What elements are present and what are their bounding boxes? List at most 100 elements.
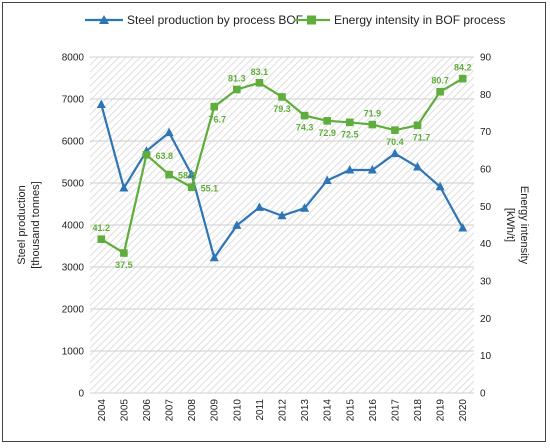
energy-point bbox=[345, 118, 354, 127]
legend-square-marker-icon bbox=[307, 15, 316, 25]
x-tick-label: 2005 bbox=[119, 399, 130, 422]
energy-data-label: 81.3 bbox=[228, 73, 246, 83]
energy-data-label: 84.2 bbox=[454, 63, 472, 73]
right-tick-label: 10 bbox=[480, 351, 492, 362]
right-axis-title: Energy intensity [kWh/t] bbox=[504, 186, 530, 265]
energy-data-label: 37.5 bbox=[115, 260, 133, 270]
legend: Steel production by process BOF Energy i… bbox=[85, 13, 505, 27]
steel-point bbox=[277, 210, 287, 220]
steel-point bbox=[390, 148, 400, 158]
left-tick-label: 0 bbox=[78, 389, 84, 400]
right-tick-label: 60 bbox=[480, 165, 492, 176]
steel-point bbox=[367, 164, 377, 174]
energy-point bbox=[187, 183, 196, 192]
energy-point bbox=[278, 93, 286, 101]
energy-point bbox=[233, 85, 241, 94]
legend-triangle-marker-icon bbox=[99, 15, 109, 24]
x-axis-ticks: 2004 2005 2006 2007 2008 2009 2010 2011 2012 2013… bbox=[97, 399, 469, 422]
right-tick-label: 30 bbox=[480, 277, 492, 288]
legend-item-steel-production: Steel production by process BOF bbox=[85, 13, 303, 27]
energy-data-label: 72.9 bbox=[318, 128, 336, 138]
left-axis-title-line1: Steel production bbox=[16, 185, 28, 265]
left-tick-label: 2000 bbox=[62, 305, 85, 316]
x-tick-label: 2015 bbox=[345, 399, 356, 422]
series-energy-intensity bbox=[97, 74, 467, 257]
right-axis-title-line2: [kWh/t] bbox=[504, 208, 516, 242]
energy-point bbox=[300, 111, 309, 120]
energy-point bbox=[210, 102, 219, 111]
energy-data-label: 74.3 bbox=[296, 123, 314, 133]
steel-point bbox=[164, 127, 174, 137]
steel-point bbox=[254, 202, 264, 211]
steel-point bbox=[232, 220, 242, 229]
energy-data-label: 70.4 bbox=[386, 137, 404, 147]
energy-data-label: 72.5 bbox=[341, 129, 359, 139]
left-tick-label: 3000 bbox=[62, 263, 85, 274]
x-tick-label: 2013 bbox=[300, 399, 311, 422]
x-tick-label: 2008 bbox=[187, 399, 198, 422]
steel-point bbox=[458, 222, 468, 232]
energy-data-label: 83.1 bbox=[251, 67, 269, 77]
chart-svg: Steel production by process BOF Energy i… bbox=[16, 13, 530, 422]
x-tick-label: 2018 bbox=[413, 399, 424, 422]
energy-data-label: 79.3 bbox=[273, 104, 291, 114]
right-tick-label: 80 bbox=[480, 90, 492, 101]
left-tick-label: 5000 bbox=[62, 179, 85, 190]
right-tick-label: 50 bbox=[480, 202, 492, 213]
legend-label-steel: Steel production by process BOF bbox=[127, 13, 303, 27]
energy-point bbox=[436, 87, 444, 96]
series-steel-production bbox=[96, 99, 468, 262]
energy-data-label: 55.1 bbox=[201, 183, 219, 193]
x-tick-label: 2010 bbox=[232, 399, 243, 422]
right-tick-label: 90 bbox=[480, 53, 492, 64]
right-axis-ticks: 0 10 20 30 40 50 60 70 80 90 bbox=[480, 53, 492, 400]
legend-item-energy-intensity: Energy intensity in BOF process bbox=[294, 13, 505, 27]
left-tick-label: 4000 bbox=[62, 221, 85, 232]
right-tick-label: 40 bbox=[480, 239, 492, 250]
energy-data-label: 41.2 bbox=[93, 223, 111, 233]
steel-point bbox=[209, 252, 219, 262]
x-tick-label: 2004 bbox=[97, 399, 108, 422]
right-tick-label: 0 bbox=[480, 389, 486, 400]
x-tick-label: 2009 bbox=[210, 399, 221, 422]
legend-label-energy: Energy intensity in BOF process bbox=[334, 13, 505, 27]
energy-data-label: 58.5 bbox=[178, 171, 196, 181]
energy-point bbox=[165, 170, 173, 179]
left-axis-ticks: 0 1000 2000 3000 4000 5000 6000 7000 8000 bbox=[62, 53, 85, 400]
x-tick-label: 2016 bbox=[368, 399, 379, 422]
right-tick-label: 70 bbox=[480, 127, 492, 138]
energy-data-labels: 41.2 37.5 63.8 58.5 55.1 76.7 81.3 83.1 79.3 74.3… bbox=[93, 63, 472, 270]
energy-point bbox=[391, 126, 399, 134]
x-tick-label: 2007 bbox=[165, 399, 176, 422]
x-tick-label: 2011 bbox=[255, 399, 266, 421]
energy-point bbox=[120, 249, 128, 257]
x-tick-label: 2017 bbox=[390, 399, 401, 422]
energy-data-label: 80.7 bbox=[431, 76, 449, 86]
chart-frame: Steel production by process BOF Energy i… bbox=[2, 2, 546, 442]
energy-point bbox=[458, 74, 467, 83]
x-tick-label: 2020 bbox=[458, 399, 469, 422]
left-tick-label: 1000 bbox=[62, 347, 85, 358]
energy-point bbox=[142, 151, 151, 159]
steel-point bbox=[119, 183, 129, 192]
x-tick-label: 2019 bbox=[436, 399, 447, 422]
left-axis-title-line2: [thousand tonnes] bbox=[30, 181, 42, 268]
steel-point bbox=[96, 99, 106, 108]
right-tick-label: 20 bbox=[480, 314, 492, 325]
left-tick-label: 6000 bbox=[62, 137, 85, 148]
steel-point bbox=[435, 181, 445, 191]
energy-data-label: 71.9 bbox=[364, 109, 382, 119]
steel-point bbox=[300, 203, 310, 212]
energy-data-label: 71.7 bbox=[413, 132, 431, 142]
right-axis-title-line1: Energy intensity bbox=[518, 186, 530, 265]
energy-point bbox=[368, 120, 377, 129]
left-tick-label: 8000 bbox=[62, 53, 85, 64]
energy-point bbox=[323, 117, 331, 125]
energy-data-label: 76.7 bbox=[208, 115, 226, 125]
steel-point bbox=[413, 162, 423, 171]
energy-point bbox=[255, 78, 264, 87]
x-tick-label: 2006 bbox=[142, 399, 153, 422]
energy-point bbox=[97, 235, 106, 243]
energy-point bbox=[413, 121, 422, 130]
x-tick-label: 2014 bbox=[323, 399, 334, 422]
